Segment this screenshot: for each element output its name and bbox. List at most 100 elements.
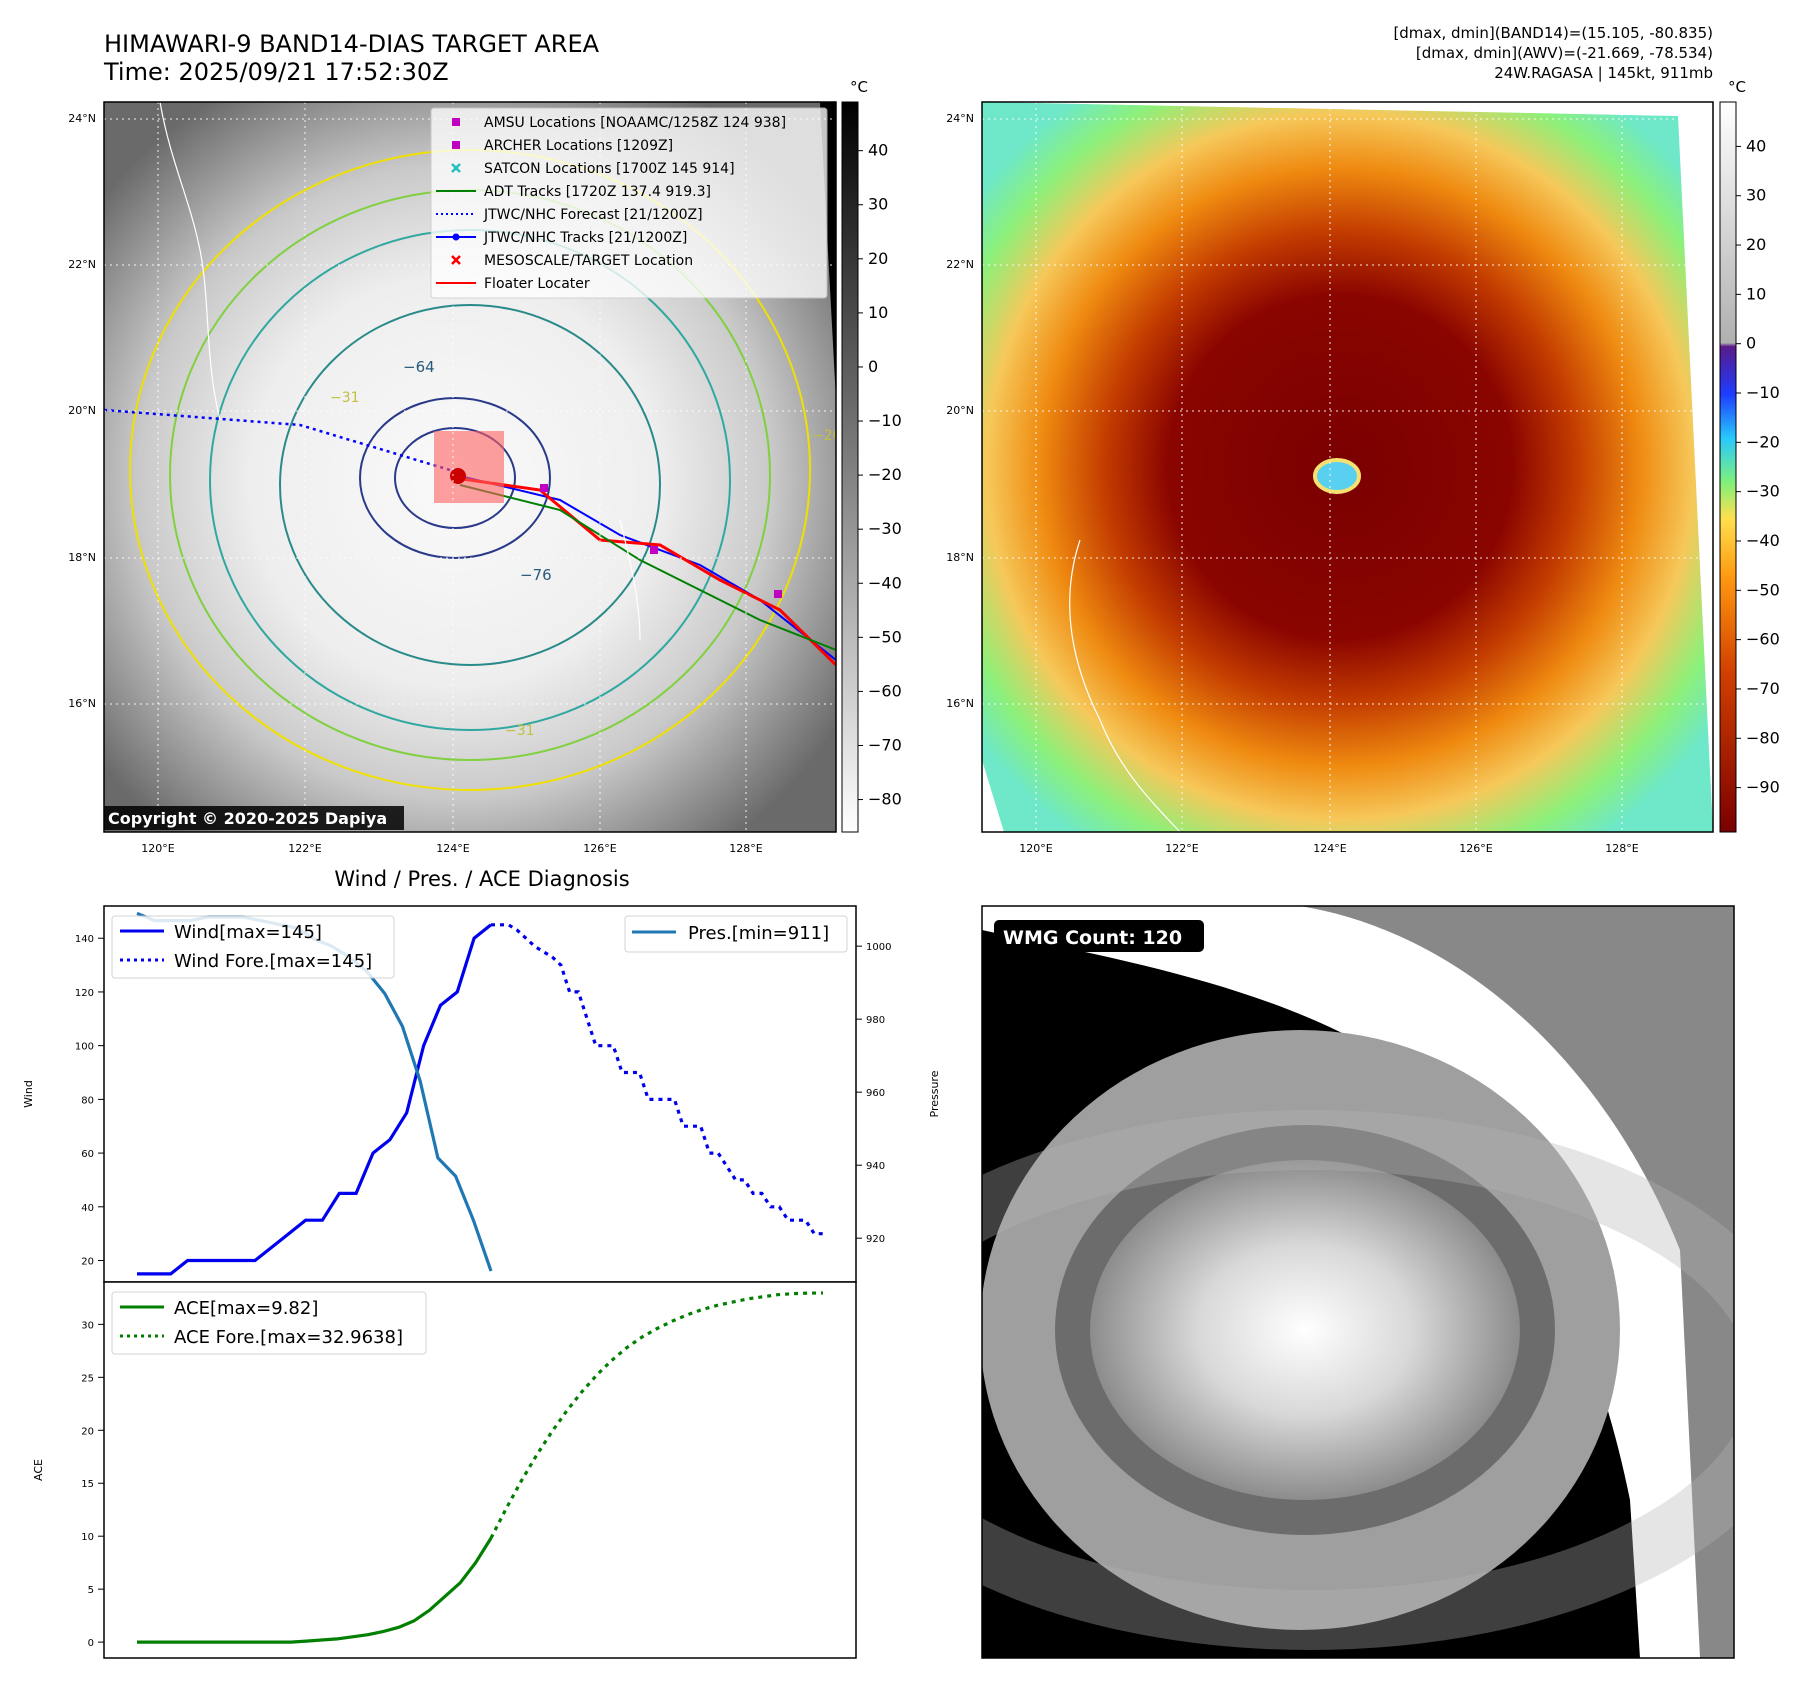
axis-tick-label: 60: [81, 1149, 94, 1160]
axis-tick-label: 140: [75, 934, 94, 945]
lon-label: 120°E: [1019, 842, 1052, 855]
legend-item: JTWC/NHC Forecast [21/1200Z]: [436, 207, 703, 223]
lat-label: 18°N: [68, 551, 96, 564]
lat-label: 24°N: [68, 112, 96, 125]
colorbar-tick-label: −40: [868, 573, 902, 592]
colorbar-tick-label: −10: [868, 411, 902, 430]
colorbar-tick-label: −80: [868, 790, 902, 809]
contour-label: −20: [812, 428, 842, 444]
figure-title: HIMAWARI-9 BAND14-DIAS TARGET AREA: [104, 30, 600, 58]
left-map: −64 −76 −31 −31 −20 Copyright © 2020-202…: [68, 101, 842, 855]
axis-tick-label: 15: [81, 1479, 94, 1490]
lat-label: 16°N: [946, 697, 974, 710]
lat-label: 20°N: [946, 404, 974, 417]
wind-axis-label: Wind: [22, 1080, 35, 1108]
legend-item: ARCHER Locations [1209Z]: [452, 138, 673, 154]
legend-item: SATCON Locations [1700Z 145 914]: [451, 161, 735, 177]
wind-pressure-chart: 20 40 60 80 100 120 140 920 940 960 980 1000 Wind …: [22, 905, 941, 1283]
legend-label: SATCON Locations [1700Z 145 914]: [484, 161, 735, 177]
legend-pressure: Pres.[min=911]: [688, 923, 829, 944]
legend-marker: [451, 163, 461, 173]
axis-tick-label: 960: [866, 1088, 885, 1099]
wmg-badge: [994, 920, 1204, 952]
left-colorbar: °C 40 30 20 10 0 −10 −20 −30 −40 −50 −60 −70 −80: [841, 78, 902, 833]
legend-item: AMSU Locations [NOAAMC/1258Z 124 938]: [452, 115, 786, 131]
wmg-panel: WMG Count: 120: [981, 905, 1735, 1659]
copyright-text: Copyright © 2020-2025 Dapiya: [108, 809, 387, 828]
colorbar-tick-label: 40: [1746, 136, 1766, 155]
pressure-legend: Pres.[min=911]: [624, 915, 848, 953]
colorbar-tick-label: −40: [1746, 531, 1780, 550]
axis-tick-label: 80: [81, 1095, 94, 1106]
lon-label: 126°E: [583, 842, 616, 855]
lon-label: 122°E: [288, 842, 321, 855]
storm-info: 24W.RAGASA | 145kt, 911mb: [1494, 64, 1713, 82]
right-map: 24°N 22°N 20°N 18°N 16°N 120°E 122°E 124…: [946, 101, 1714, 855]
lon-label: 124°E: [1313, 842, 1346, 855]
lon-label: 126°E: [1459, 842, 1492, 855]
axis-tick-label: 940: [866, 1161, 885, 1172]
axis-tick-label: 120: [75, 988, 94, 999]
axis-tick-label: 20: [81, 1426, 94, 1437]
colorbar-tick-label: 30: [868, 195, 888, 214]
legend-label: MESOSCALE/TARGET Location: [484, 253, 693, 269]
lon-label: 120°E: [141, 842, 174, 855]
legend-wind: Wind[max=145]: [174, 922, 322, 943]
colorbar-tick-label: 30: [1746, 186, 1766, 205]
colorbar-tick-label: −90: [1746, 778, 1780, 797]
axis-tick-label: 100: [75, 1042, 94, 1053]
dmax-band14: [dmax, dmin](BAND14)=(15.105, -80.835): [1393, 24, 1713, 42]
lat-label: 22°N: [946, 258, 974, 271]
colorbar-tick-label: −30: [868, 519, 902, 538]
lat-label: 20°N: [68, 404, 96, 417]
ace-legend: ACE[max=9.82] ACE Fore.[max=32.9638]: [111, 1291, 427, 1355]
colorbar-tick-label: −60: [1746, 630, 1780, 649]
ace-chart: 0 5 10 15 20 25 30 ACE ACE[max=9.82] ACE Fore.…: [32, 1281, 857, 1659]
colorbar-tick-label: −50: [868, 627, 902, 646]
legend-marker: [452, 118, 460, 126]
contour-label: −31: [330, 390, 360, 406]
colorbar-tick-label: 20: [1746, 235, 1766, 254]
contour-label: −64: [403, 358, 435, 376]
legend-marker: [451, 255, 461, 265]
ace-series-line: [137, 1537, 493, 1644]
wind-series-line: [137, 923, 492, 1276]
lat-label: 22°N: [68, 258, 96, 271]
colorbar-tick-label: 10: [868, 303, 888, 322]
axis-tick-label: 40: [81, 1203, 94, 1214]
legend-ace: ACE[max=9.82]: [174, 1298, 318, 1319]
ace-forecast-series-line: [489, 1291, 824, 1539]
ace-axis-label: ACE: [32, 1459, 45, 1481]
axis-tick-label: 20: [81, 1257, 94, 1268]
legend-item: MESOSCALE/TARGET Location: [451, 253, 693, 269]
axis-tick-label: 10: [81, 1532, 94, 1543]
legend-label: Floater Locater: [484, 276, 590, 292]
legend-wind-forecast: Wind Fore.[max=145]: [174, 951, 372, 972]
lon-label: 122°E: [1165, 842, 1198, 855]
colorbar-tick-label: 0: [868, 357, 878, 376]
colorbar-tick-label: 40: [868, 141, 888, 160]
diagnosis-title: Wind / Pres. / ACE Diagnosis: [334, 867, 629, 891]
colorbar-tick-label: 0: [1746, 334, 1756, 353]
copyright-badge: [104, 806, 404, 830]
lat-label: 24°N: [946, 112, 974, 125]
contour-label: −31: [505, 723, 535, 739]
right-map-frame: [981, 101, 1714, 833]
legend-label: AMSU Locations [NOAAMC/1258Z 124 938]: [484, 115, 786, 131]
colorbar-tick-label: −30: [1746, 482, 1780, 501]
lat-label: 16°N: [68, 697, 96, 710]
figure-time: Time: 2025/09/21 17:52:30Z: [103, 58, 449, 86]
colorbar-tick-label: −70: [1746, 679, 1780, 698]
colorbar-tick-label: 20: [868, 249, 888, 268]
contour-label: −76: [520, 566, 552, 584]
legend-item: Floater Locater: [436, 276, 590, 292]
lon-label: 128°E: [1605, 842, 1638, 855]
colorbar-tick-label: −20: [1746, 432, 1780, 451]
colorbar-tick-label: −10: [1746, 383, 1780, 402]
colorbar-unit: °C: [850, 78, 868, 96]
legend-label: ADT Tracks [1720Z 137.4 919.3]: [484, 184, 711, 200]
axis-tick-label: 25: [81, 1373, 94, 1384]
left-map-legend: AMSU Locations [NOAAMC/1258Z 124 938] ARC…: [430, 107, 828, 299]
axis-tick-label: 920: [866, 1234, 885, 1245]
